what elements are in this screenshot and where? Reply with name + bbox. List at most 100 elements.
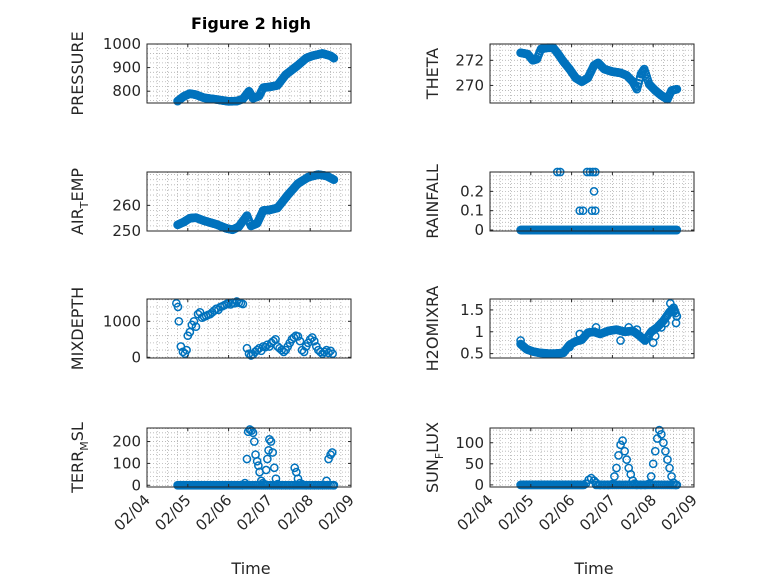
data-point [327,448,337,457]
data-point [622,455,632,464]
y-axis-label-theta: THETA [423,48,442,100]
data-point [182,345,191,355]
axes-frame-rainfall [489,171,695,232]
data-point [610,472,619,481]
data-point [589,186,599,196]
data-point [268,448,278,457]
data-point [672,84,682,94]
data-point [320,347,329,357]
y-axis-label-terr_msl: TERRMSL [68,422,91,494]
data-point [299,347,309,357]
markers-pressure [173,49,339,106]
data-point [269,336,278,346]
data-point [616,336,625,345]
markers-mixdepth [172,297,337,360]
y-tick-label: 50 [465,455,484,473]
data-point [289,333,299,342]
y-axis-label-rainfall: RAINFALL [423,164,442,239]
data-point [242,343,252,353]
panel-pressure: 800 900 1000 PRESSURE [68,31,352,116]
data-point [263,340,272,350]
data-point [238,299,248,309]
data-point [585,225,595,235]
data-point [665,463,674,473]
data-point [587,206,597,216]
data-point [671,318,681,328]
y-tick-label: 260 [112,196,141,214]
axes-frame-theta [489,43,695,104]
y-tick-label: 270 [455,76,484,94]
data-point [305,334,315,344]
data-point [263,454,272,464]
data-point [230,298,240,308]
data-point [328,349,337,359]
y-tick-label: 1.5 [460,301,484,319]
y-axis-label-air_temp-subscript: T [78,201,91,209]
data-point [612,463,621,473]
panel-h2omixra: 0.5 1 1.5 H2OMIXRA [423,286,695,372]
data-point [265,435,274,444]
data-point [248,428,258,438]
data-point [661,446,670,456]
data-point [295,336,305,346]
markers-rainfall [516,167,682,235]
data-point [309,336,319,346]
y-tick-label: 900 [112,59,141,77]
axes-frame-mixdepth [146,298,352,359]
y-axis-label-sun_flux-part: SUN [423,459,442,493]
data-point [657,429,666,439]
data-point [174,316,184,326]
axes-frame-pressure [146,43,352,104]
data-point [209,306,219,315]
y-axis-label-terr_msl-part: TERR [68,451,87,494]
y-axis-label-sun_flux-rest: LUX [423,422,442,453]
data-point [324,454,333,464]
x-axis-label-left: Time [230,559,270,578]
data-point [614,451,623,460]
data-point [590,206,600,216]
data-point [620,446,629,456]
data-point [247,426,256,435]
data-point [565,342,574,352]
figure-title: Figure 2 high [191,14,311,33]
data-point [672,480,682,490]
axes-frame-terr_msl [146,427,352,488]
y-tick-label: 0 [474,221,484,239]
data-point [261,465,271,475]
data-point [575,206,585,216]
data-point [516,336,525,345]
y-tick-label: 0 [131,476,141,494]
data-point [661,318,670,328]
data-point [665,299,675,308]
y-tick-label: 1000 [103,312,141,330]
grid-h2omixra [489,299,695,359]
data-point [663,455,672,464]
y-tick-label: 1 [474,323,484,341]
data-point [646,472,656,481]
data-point [578,206,588,216]
data-point [650,331,660,341]
data-point [659,438,668,448]
y-axis-label-air_temp: AIRTEMP [68,168,91,235]
y-axis-label-sun_flux: SUNFLUX [423,422,446,493]
data-point [191,322,201,332]
markers-theta [516,43,682,104]
data-point [249,437,259,446]
panel-theta: 270 272 THETA [423,43,695,104]
data-point [293,332,303,341]
y-tick-label: 0 [131,348,141,366]
data-point [290,463,300,473]
y-tick-label: 100 [112,454,141,472]
panel-terr_msl: 010020002/0402/0502/0602/0702/0802/09TER… [68,422,358,534]
panel-air_temp: 250 260 AIRTEMP [68,168,352,240]
axes-frame-sun_flux [489,427,695,488]
y-tick-label: 1000 [103,35,141,53]
data-point [324,348,333,358]
data-point [650,446,660,456]
y-axis-label-air_temp-part: AIR [68,208,87,235]
data-point [616,440,625,450]
y-tick-label: 0.1 [460,202,484,220]
y-tick-label: 800 [112,82,141,100]
data-point [329,53,339,63]
y-axis-label-h2omixra: H2OMIXRA [423,286,442,372]
